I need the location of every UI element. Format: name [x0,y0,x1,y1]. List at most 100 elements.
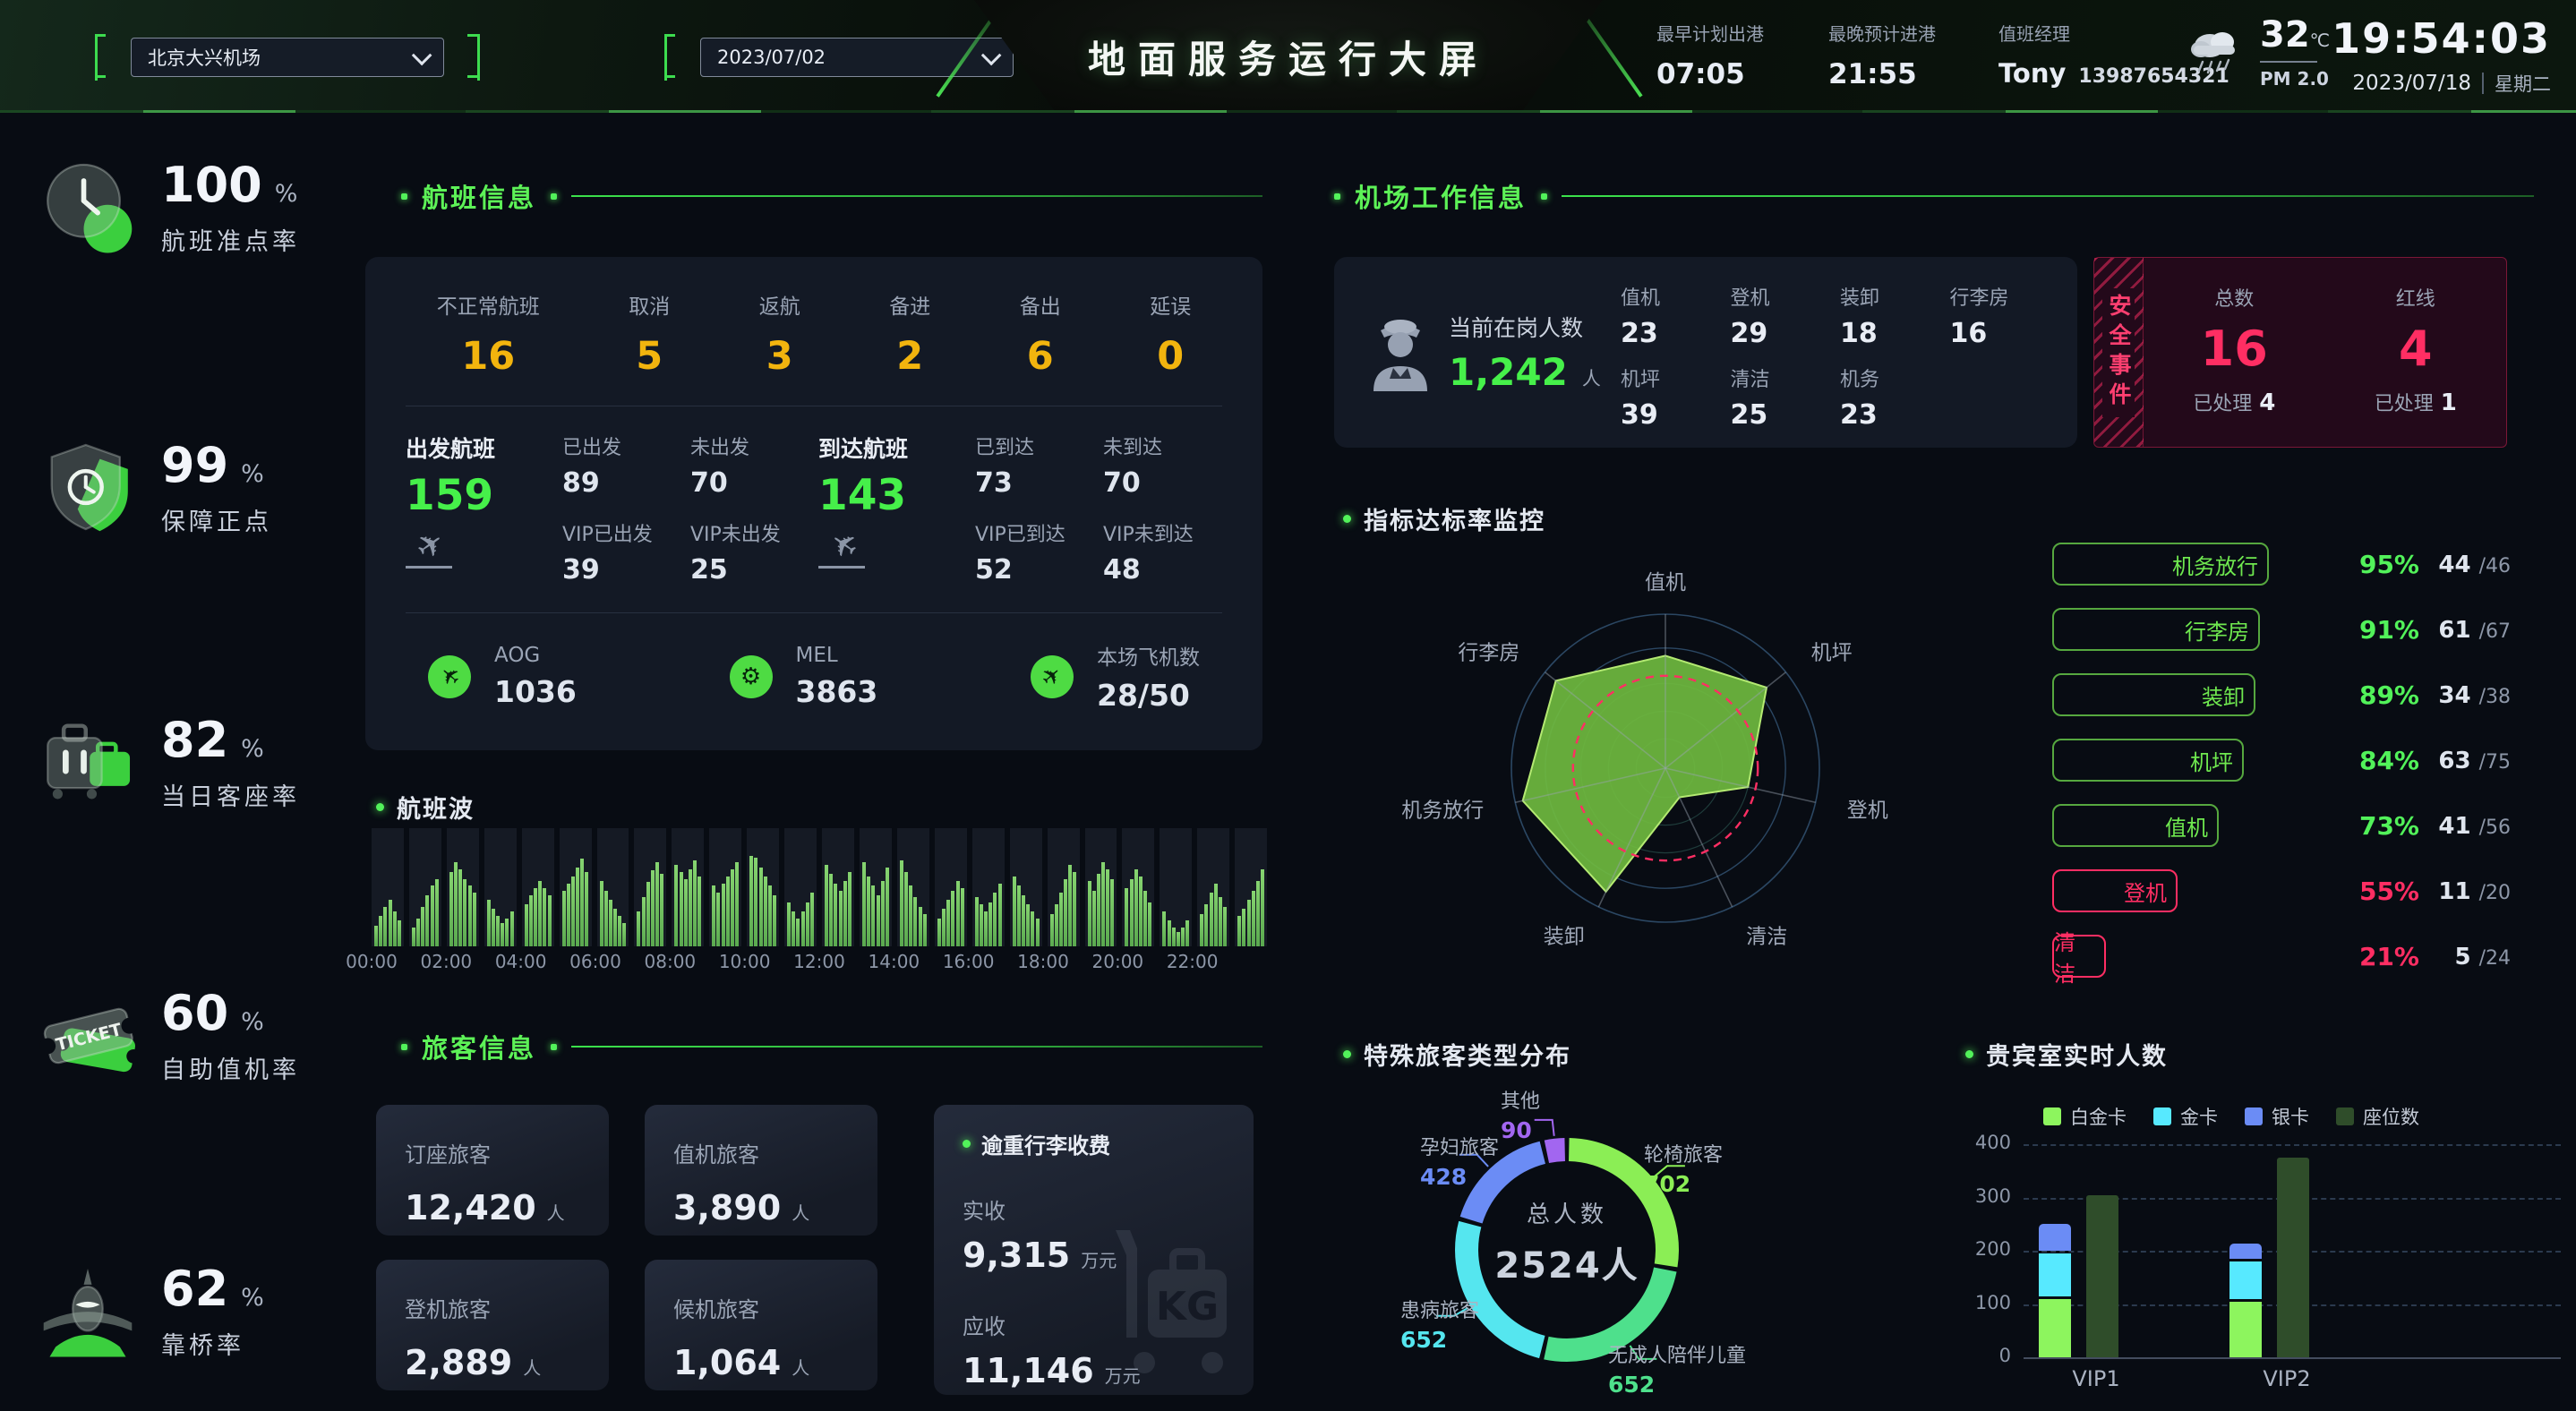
aircraft-stat-label: 本场飞机数 [1097,646,1200,670]
legend-label: 银卡 [2272,1107,2309,1128]
wave-bar [730,869,734,946]
wave-bar [693,860,697,946]
flight-info-section-header: 航班信息 [401,181,1262,213]
aircraft-stat: ✈ AOG 1036 [428,640,577,713]
bar-segment [2229,1302,2262,1357]
wave-bar [421,907,425,946]
wave-hour-block [1122,828,1155,946]
wave-bar [1148,902,1152,946]
stat-value: 70 [690,467,728,499]
subsection-title: 特殊旅客类型分布 [1364,1043,1571,1071]
wave-bar [1200,914,1204,946]
departure-main: 出发航班 159 ✈ [406,432,553,586]
wave-bar [1237,916,1242,946]
wave-bar [1138,877,1143,946]
x-category-label: VIP1 [2072,1366,2120,1391]
indicator-counts: 61 /67 [2403,617,2511,644]
indicator-name: 清洁 [2054,930,2075,987]
kpi-unit: % [241,735,264,763]
wave-bar [834,884,838,946]
dot-icon [401,192,407,200]
donut-center: 总人数 2524人 [1459,1196,1674,1288]
wave-bar [688,869,692,946]
indicator-row: 登机 55% 11 /20 [2052,869,2511,916]
wave-bar [867,877,871,946]
landing-plane-icon: ✈ [428,654,471,698]
wave-bar [1068,865,1073,946]
wave-bar [1185,920,1190,946]
stat-label: 已出发 [562,437,622,459]
stat-label: VIP已出发 [562,524,653,546]
indicator-done: 44 [2438,552,2479,578]
work-group-value: 29 [1730,318,1768,349]
safety-redline-value: 4 [2398,321,2433,377]
clock-weekday: 星期二 [2495,73,2551,95]
indicator-pct: 95% [2358,550,2419,579]
abnormal-stat: 不正常航班 16 [437,289,540,379]
abnormal-stat-label: 不正常航班 [436,295,540,319]
special-passengers-header: 特殊旅客类型分布 [1343,1037,1571,1072]
kpi-value-row: 60% [161,985,300,1041]
work-group-cell: 机务 23 [1840,363,1950,431]
wave-bar [1246,900,1251,946]
legend-item: 座位数 [2336,1103,2419,1130]
wave-bar [463,879,467,946]
date-divider [2482,73,2484,94]
kpi-value: 99 [161,437,229,493]
wave-axis-label: 16:00 [942,951,995,972]
wave-bar [538,881,543,946]
work-group-label: 清洁 [1730,369,1770,391]
wave-bar [937,919,941,946]
indicator-row: 机务放行 95% 44 /46 [2052,543,2511,589]
wave-bar [425,895,430,946]
card-label: 登机旅客 [405,1297,491,1322]
card-value: 12,420 [405,1188,536,1227]
wave-bar [613,909,618,946]
bar-segment [2039,1253,2071,1296]
wave-hour-block [672,828,705,946]
kpi-item: 82% 当日客座率 [38,712,369,812]
wave-bar [1110,879,1115,946]
slice-name: 无成人陪伴儿童 [1608,1345,1747,1367]
clock-block: 19:54:03 2023/07/18 星期二 [2332,14,2551,97]
grid-line [2024,1357,2561,1359]
passenger-card: 订座旅客 12,420 人 [376,1105,609,1236]
kpi-value-row: 82% [161,712,300,768]
wave-bar [1171,928,1176,946]
departure-block: 出发航班 159 ✈ 已出发 89 未出发 70 VIP已出发 39 VIP未出发 25 [406,432,809,586]
kpi-value: 62 [161,1261,229,1317]
wave-bar [942,909,946,946]
wave-bar [454,862,458,946]
stat-value: 73 [975,467,1013,499]
svg-text:机务放行: 机务放行 [1401,799,1484,822]
passenger-card: 值机旅客 3,890 人 [645,1105,877,1236]
wave-bar [603,891,608,946]
wave-bar [379,916,383,946]
wave-hour-block [1197,828,1230,946]
wave-axis-label: 12:00 [793,951,845,972]
departure-value: 159 [406,471,494,520]
wave-bar [650,870,655,946]
abnormal-stat: 备出 6 [1020,289,1061,379]
wave-hour-block [822,828,854,946]
indicator-list: 机务放行 95% 44 /46 行李房 91% 61 /67 装卸 89% 34 /38 机坪 84… [2052,543,2511,1000]
indicator-name: 行李房 [2185,619,2249,645]
wave-bar [646,882,650,946]
kpi-label: 靠桥率 [161,1332,244,1360]
wave-hour-block [934,828,967,946]
rain-cloud-icon [2185,22,2244,81]
arrival-main: 到达航班 143 ✈ [818,432,966,586]
wave-bar [1213,884,1218,946]
wave-bar [683,879,688,946]
wave-hour-block [1047,828,1080,946]
departure-stat: VIP已出发 39 [562,518,681,586]
work-group-label: 行李房 [1949,287,2009,310]
departure-label: 出发航班 [406,436,496,462]
airport-select[interactable]: 北京大兴机场 [131,38,444,77]
arrival-stat: VIP未到达 48 [1103,518,1222,586]
work-group-cell: 清洁 25 [1731,363,1841,431]
wave-bar [1129,879,1134,946]
stat-value: 39 [562,554,600,586]
passenger-card: 登机旅客 2,889 人 [376,1260,609,1390]
flight-wave-header: 航班波 [376,790,475,825]
